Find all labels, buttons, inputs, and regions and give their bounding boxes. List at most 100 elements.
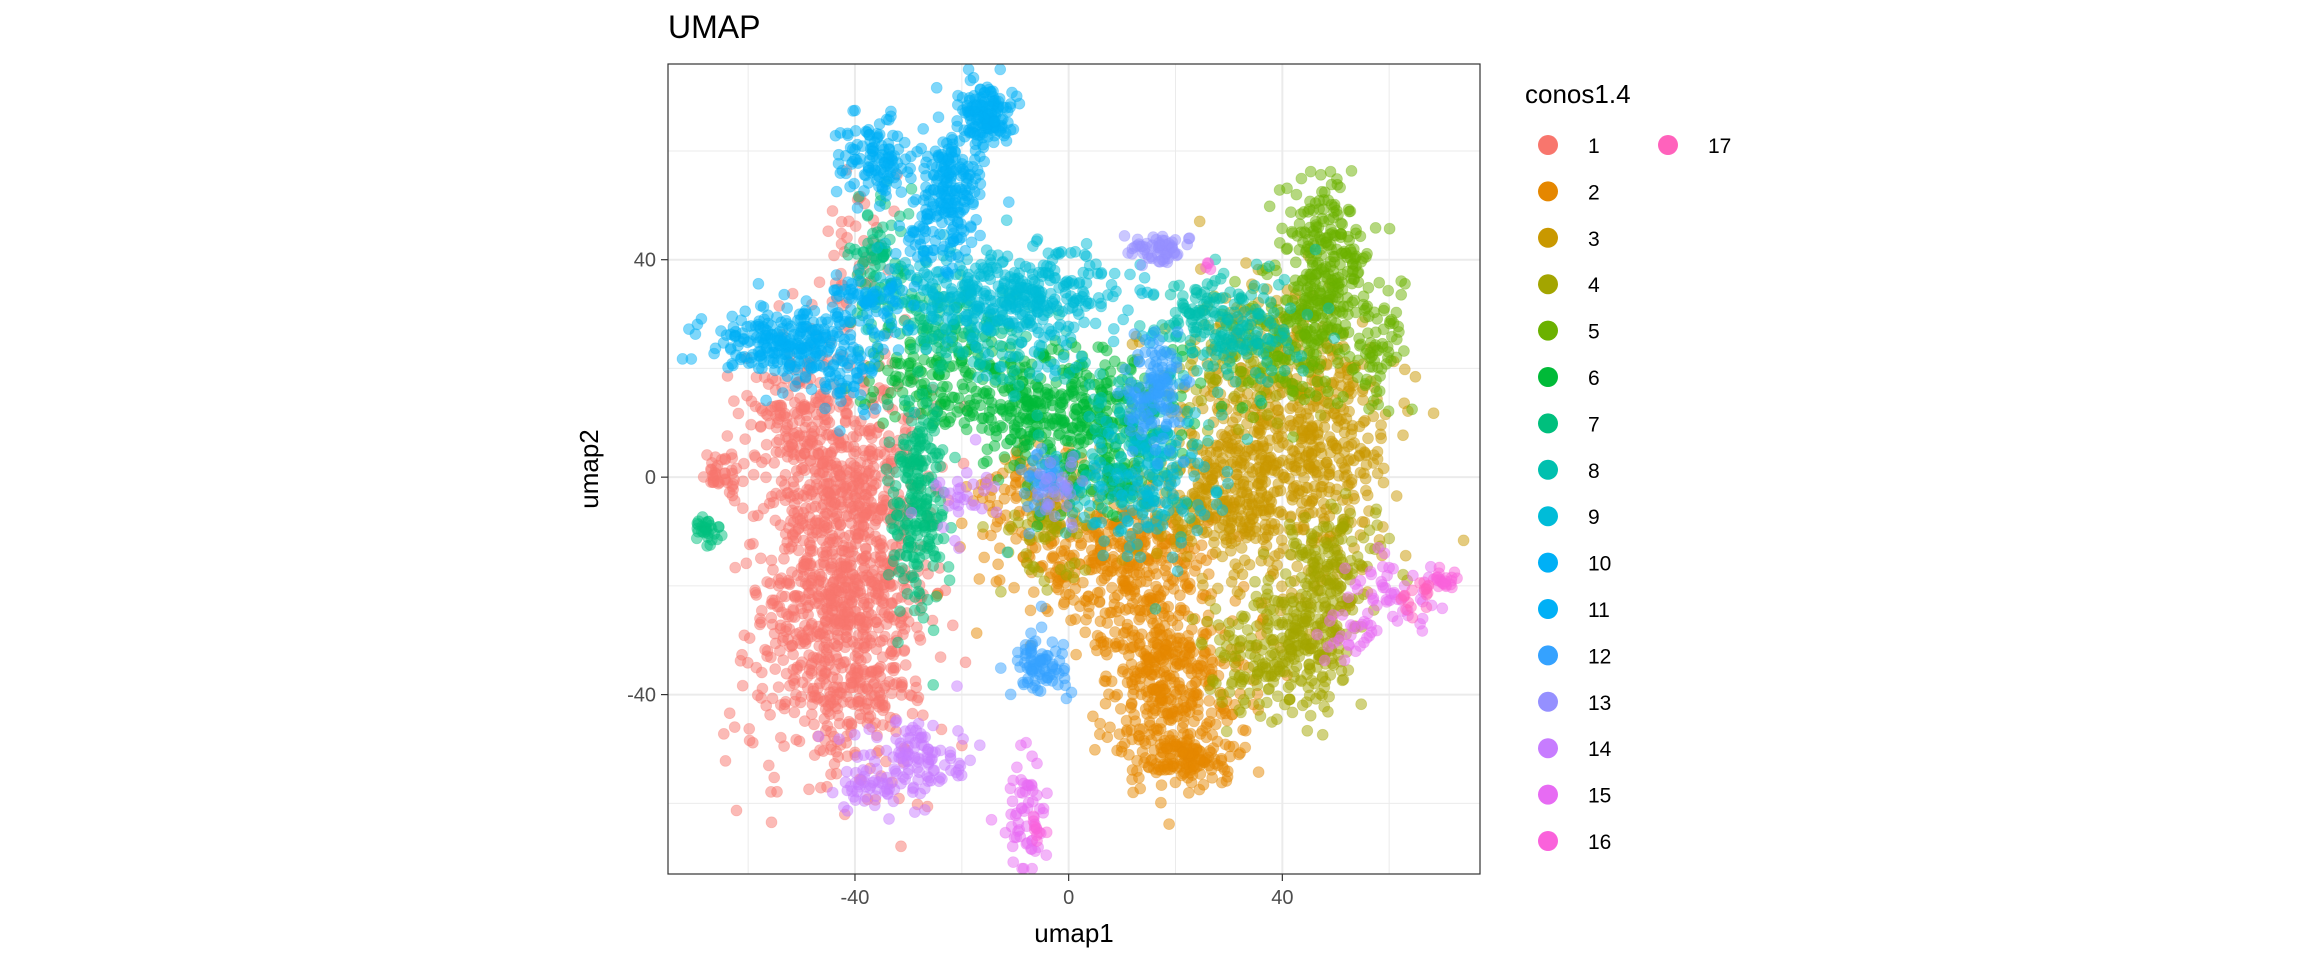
data-point [1316,728,1329,741]
data-point [1344,205,1357,218]
data-point [1041,584,1054,596]
data-point [1126,338,1139,351]
data-point [772,681,785,693]
data-point [1140,575,1153,588]
data-point [717,728,730,740]
data-point [1241,445,1254,458]
data-point [918,353,930,366]
data-point [755,616,767,629]
data-point [826,557,838,570]
data-point [803,587,816,599]
data-point [1369,507,1382,519]
data-point [1193,215,1206,228]
data-point [1290,188,1303,201]
data-point [1196,638,1208,651]
data-point [1288,605,1300,618]
data-point [1294,208,1307,221]
data-point [952,392,965,405]
data-point [1014,411,1027,424]
data-point [760,438,773,451]
data-point [1155,779,1168,791]
data-point [1031,380,1044,393]
series-1-points [697,163,972,853]
data-point [1201,615,1214,628]
data-point [1289,256,1302,269]
data-point [1271,417,1284,430]
data-point [1359,472,1372,485]
data-point [805,518,817,531]
data-point [1094,717,1106,730]
data-point [849,220,862,233]
data-point [759,643,771,656]
data-point [1304,642,1317,655]
data-point [783,577,796,589]
data-point [1326,439,1339,451]
data-point [860,631,873,643]
data-point [1059,538,1072,551]
data-point [1390,490,1403,502]
data-point [1117,663,1130,675]
data-point [1094,615,1107,628]
data-point [1306,448,1318,461]
data-point [795,404,808,417]
data-point [1154,751,1167,764]
data-point [749,586,762,599]
data-point [1284,414,1297,427]
data-point [1187,646,1199,658]
data-point [1319,675,1332,688]
data-point [826,205,839,217]
data-point [1210,446,1223,459]
data-point [792,505,804,518]
data-point [859,424,871,437]
data-point [1322,546,1335,559]
data-point [1272,595,1284,608]
data-point [1223,617,1235,629]
data-point [728,395,740,408]
data-point [1395,288,1408,301]
data-point [803,484,815,497]
data-point [946,619,959,632]
data-point [1354,230,1367,243]
data-point [1069,613,1082,625]
data-point [1163,628,1176,640]
data-point [1355,698,1368,711]
data-point [1299,511,1312,524]
data-point [754,421,767,433]
data-point [1238,554,1251,567]
data-point [1308,338,1321,351]
data-point [1163,818,1175,830]
data-point [1395,275,1408,288]
data-point [774,519,787,531]
data-point [868,576,881,589]
data-point [1208,462,1220,475]
data-point [1253,665,1266,677]
data-point [1262,683,1275,696]
data-point [1218,649,1231,662]
data-point [1164,752,1177,765]
data-point [1300,481,1313,494]
data-point [1200,721,1212,733]
data-point [1155,796,1167,809]
data-point [828,249,840,262]
data-point [785,514,797,527]
data-point [1197,778,1210,791]
data-point [1133,613,1145,626]
data-point [1134,782,1147,795]
data-point [1291,560,1304,573]
data-point [864,710,877,723]
data-point [1373,276,1386,289]
data-point [1113,636,1125,649]
data-point [1050,412,1062,425]
data-point [1237,475,1250,488]
data-point [1378,302,1391,315]
data-point [859,542,872,555]
data-point [1233,494,1246,507]
data-point [1311,375,1324,388]
data-point [867,385,880,398]
data-point [1227,740,1240,753]
data-point [1300,494,1313,507]
data-point [985,529,997,542]
data-point [1235,365,1247,378]
data-point [825,768,837,781]
